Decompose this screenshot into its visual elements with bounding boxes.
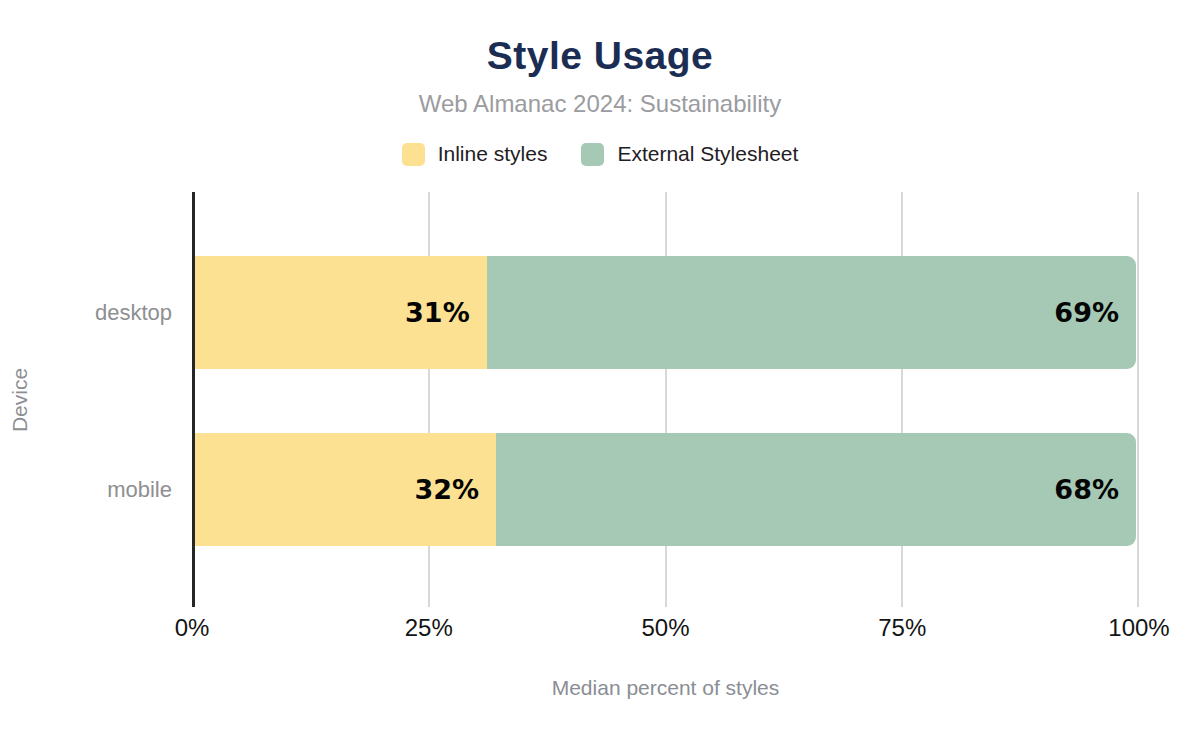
category-label-desktop: desktop [40,256,172,369]
data-label: 68% [1054,474,1119,505]
gridline-100 [1137,192,1139,607]
data-label: 31% [405,297,470,328]
legend-swatch-inline-styles-icon [402,143,425,166]
x-tick-25: 25% [405,614,453,642]
bar-segment-desktop-external-stylesheet: 69% [487,256,1136,369]
category-label-mobile: mobile [40,433,172,546]
legend-label: Inline styles [438,142,548,166]
legend-item-inline-styles: Inline styles [402,142,548,166]
bar-segment-mobile-inline-styles: 32% [195,433,496,546]
x-axis-ticks: 0% 25% 50% 75% 100% [192,614,1139,644]
x-axis-title: Median percent of styles [192,676,1139,700]
legend-item-external-stylesheet: External Stylesheet [581,142,798,166]
x-tick-100: 100% [1108,614,1169,642]
bar-row-desktop: 31% 69% [195,256,1136,369]
chart-canvas: Style Usage Web Almanac 2024: Sustainabi… [0,0,1200,742]
plot-area: 31% 69% 32% 68% [192,192,1139,607]
y-axis-title: Device [8,250,32,550]
x-tick-75: 75% [878,614,926,642]
x-tick-0: 0% [175,614,210,642]
y-axis-line [192,192,195,607]
bar-row-mobile: 32% 68% [195,433,1136,546]
chart-subtitle: Web Almanac 2024: Sustainability [0,90,1200,118]
legend-label: External Stylesheet [617,142,798,166]
legend: Inline styles External Stylesheet [0,142,1200,166]
x-tick-50: 50% [641,614,689,642]
data-label: 32% [414,474,479,505]
bar-segment-desktop-inline-styles: 31% [195,256,487,369]
bar-segment-mobile-external-stylesheet: 68% [496,433,1136,546]
chart-title: Style Usage [0,34,1200,78]
legend-swatch-external-stylesheet-icon [581,143,604,166]
data-label: 69% [1054,297,1119,328]
